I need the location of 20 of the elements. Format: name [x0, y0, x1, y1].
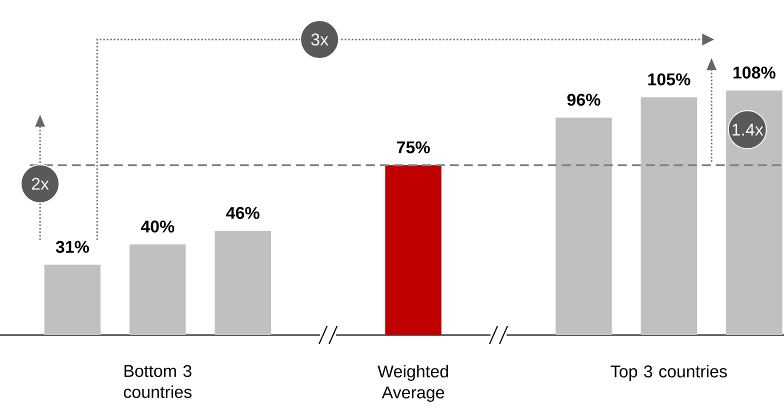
bar	[556, 118, 612, 335]
data-label: 31%	[56, 240, 89, 253]
bar	[640, 97, 698, 335]
x-tick-label: Weighted Average	[378, 364, 448, 402]
data-label: 108%	[734, 66, 776, 79]
data-label: 46%	[226, 206, 260, 219]
bar	[130, 244, 186, 335]
data-label: 75%	[397, 141, 430, 154]
data-label: 40%	[140, 220, 174, 233]
text: 3x	[311, 34, 328, 46]
annotation: 2x	[32, 178, 49, 190]
x-tick-label: Bottom 3 countries	[124, 364, 192, 398]
data-label: 105%	[648, 73, 690, 86]
bar	[214, 230, 271, 335]
bar	[385, 165, 442, 335]
bar	[726, 90, 782, 335]
x-tick-label: Top 3 countries	[610, 364, 727, 381]
annotation: 1.4x	[732, 124, 764, 136]
data-label: 96%	[567, 94, 600, 106]
bar	[44, 264, 101, 335]
